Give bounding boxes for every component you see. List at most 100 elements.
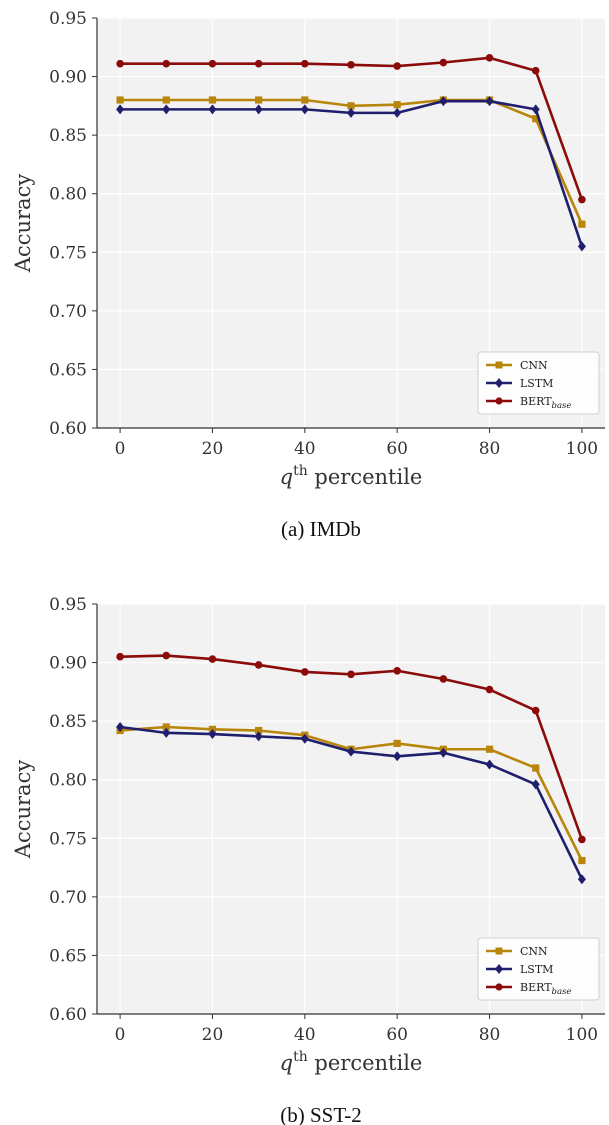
legend: CNN LSTM BERTbase — [477, 937, 600, 1001]
x-axis-title-var: q — [280, 465, 293, 489]
legend-label-name: LSTM — [520, 963, 553, 976]
data-point-cnn — [208, 96, 217, 104]
data-point-lstm — [577, 874, 586, 885]
data-point-lstm — [208, 104, 217, 115]
y-tick-label: 0.85 — [49, 712, 87, 732]
y-tick-label: 0.75 — [49, 243, 87, 263]
data-point-bert — [116, 652, 124, 661]
data-point-bert — [347, 61, 355, 69]
y-axis-title: Accuracy — [11, 760, 35, 860]
sst2-chart: 0.60 0.65 0.70 0.75 0.80 0.85 0.90 0.95 0 20 40 60 8… — [11, 595, 605, 1125]
data-point-cnn — [393, 739, 401, 747]
legend-label: CNN — [520, 359, 548, 372]
data-point-lstm — [485, 759, 494, 770]
legend-label: CNN — [520, 945, 548, 958]
legend-label: LSTM — [520, 963, 553, 976]
data-point-lstm — [116, 104, 125, 115]
data-point-lstm — [439, 96, 448, 107]
data-point-bert — [485, 685, 494, 694]
imdb-chart: 0.60 0.65 0.70 0.75 0.80 0.85 0.90 0.95 0 20 40 60 8… — [11, 9, 605, 540]
data-point-lstm — [347, 746, 355, 757]
y-tick-label: 0.90 — [49, 68, 87, 88]
data-point-lstm — [254, 104, 263, 115]
legend-marker — [495, 361, 503, 369]
data-point-bert — [531, 706, 540, 715]
data-point-bert — [393, 666, 401, 675]
data-point-bert — [301, 59, 309, 68]
legend-marker — [495, 378, 503, 388]
data-point-cnn — [301, 96, 309, 104]
legend-label-sub: base — [552, 987, 572, 997]
legend-label-name: BERT — [520, 981, 552, 994]
data-point-lstm — [439, 747, 448, 758]
x-tick-label: 0 — [115, 439, 126, 459]
x-tick-label: 60 — [386, 1025, 408, 1045]
data-point-cnn — [162, 723, 170, 731]
y-tick-label: 0.70 — [49, 302, 87, 322]
y-tick-label: 0.80 — [49, 771, 87, 791]
data-point-bert — [393, 62, 401, 70]
legend-label-name: BERT — [520, 395, 552, 408]
y-tick-label: 0.90 — [49, 654, 87, 674]
x-tick-label: 80 — [479, 1025, 501, 1045]
x-tick-label: 20 — [202, 439, 224, 459]
x-axis-title: qth percentile — [280, 1049, 423, 1075]
data-point-bert — [301, 668, 309, 676]
legend: CNN LSTM BERTbase — [477, 351, 600, 415]
legend-marker — [495, 947, 503, 955]
y-tick-label: 0.80 — [49, 185, 87, 205]
data-point-bert — [578, 195, 586, 204]
legend-marker — [495, 397, 503, 405]
data-point-cnn — [116, 96, 124, 104]
figure-caption: (b) SST-2 — [280, 1103, 362, 1125]
data-point-bert — [485, 54, 494, 62]
y-tick-label: 0.60 — [49, 419, 87, 439]
data-point-lstm — [577, 241, 586, 252]
x-tick-label: 40 — [294, 1025, 316, 1045]
y-tick-label: 0.60 — [49, 1005, 87, 1025]
y-tick-label: 0.75 — [49, 829, 87, 849]
x-tick-label: 100 — [566, 1025, 598, 1045]
data-point-lstm — [162, 727, 171, 738]
y-axis-title: Accuracy — [11, 174, 35, 274]
data-point-bert — [162, 651, 171, 660]
x-tick-label: 20 — [202, 1025, 224, 1045]
data-point-cnn — [255, 96, 263, 104]
data-point-bert — [208, 59, 217, 68]
x-tick-label: 60 — [386, 439, 408, 459]
data-point-bert — [254, 661, 263, 669]
figure-caption: (a) IMDb — [281, 517, 361, 540]
x-axis-title: qth percentile — [280, 463, 423, 489]
x-axis-title-rest: percentile — [308, 465, 423, 489]
y-tick-label: 0.95 — [49, 595, 87, 615]
data-point-lstm — [116, 722, 125, 732]
data-point-lstm — [300, 733, 309, 744]
data-point-cnn — [532, 115, 540, 123]
legend-label-name: CNN — [520, 945, 548, 958]
y-tick-label: 0.95 — [49, 9, 87, 29]
y-tick-label: 0.85 — [49, 126, 87, 146]
x-tick-label: 100 — [566, 439, 598, 459]
legend-label-sub: base — [552, 401, 572, 411]
x-axis-title-rest: percentile — [308, 1051, 423, 1075]
x-tick-label: 80 — [479, 439, 501, 459]
data-point-bert — [162, 59, 171, 68]
data-point-bert — [531, 66, 540, 75]
data-point-cnn — [255, 726, 263, 735]
data-point-bert — [439, 58, 448, 67]
data-point-cnn — [578, 220, 586, 228]
legend-label: BERTbase — [520, 981, 571, 997]
y-tick-label: 0.70 — [49, 888, 87, 908]
legend-box — [477, 351, 600, 415]
x-axis-title-sup: th — [293, 463, 308, 479]
y-tick-label: 0.65 — [49, 946, 87, 966]
data-point-bert — [208, 655, 217, 663]
data-point-cnn — [393, 101, 401, 109]
legend-marker — [495, 983, 503, 991]
legend-label: LSTM — [520, 377, 553, 390]
data-point-bert — [347, 670, 355, 679]
data-point-lstm — [531, 779, 540, 790]
data-point-lstm — [162, 104, 171, 115]
data-point-cnn — [578, 856, 586, 865]
data-point-bert — [439, 675, 448, 683]
